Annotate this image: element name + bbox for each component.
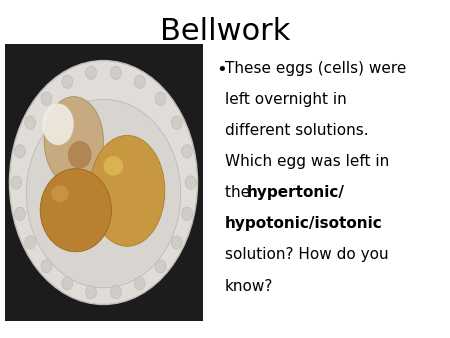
Ellipse shape	[182, 145, 193, 158]
Ellipse shape	[9, 61, 198, 305]
Ellipse shape	[41, 92, 52, 105]
Text: hypertonic/: hypertonic/	[247, 185, 345, 200]
Ellipse shape	[86, 66, 97, 79]
Text: •: •	[216, 61, 227, 79]
Text: These eggs (cells) were: These eggs (cells) were	[225, 61, 406, 76]
Text: solution? How do you: solution? How do you	[225, 247, 389, 262]
Ellipse shape	[171, 236, 182, 249]
Ellipse shape	[62, 75, 73, 88]
Ellipse shape	[26, 99, 181, 288]
Ellipse shape	[86, 286, 97, 299]
Text: Bellwork: Bellwork	[160, 17, 290, 46]
Ellipse shape	[51, 185, 69, 202]
Ellipse shape	[110, 66, 122, 79]
Text: hypotonic/isotonic: hypotonic/isotonic	[225, 216, 383, 231]
Ellipse shape	[11, 176, 22, 189]
Ellipse shape	[110, 286, 122, 299]
Ellipse shape	[44, 97, 104, 185]
Ellipse shape	[68, 141, 92, 169]
Ellipse shape	[25, 116, 36, 129]
Ellipse shape	[104, 156, 123, 176]
Text: different solutions.: different solutions.	[225, 123, 369, 138]
Ellipse shape	[14, 207, 25, 220]
Ellipse shape	[62, 277, 73, 290]
Ellipse shape	[14, 145, 25, 158]
Ellipse shape	[182, 207, 193, 220]
Text: Which egg was left in: Which egg was left in	[225, 154, 389, 169]
Ellipse shape	[171, 116, 182, 129]
Ellipse shape	[90, 136, 165, 246]
Text: know?: know?	[225, 279, 274, 293]
Ellipse shape	[134, 75, 145, 88]
Text: left overnight in: left overnight in	[225, 92, 347, 107]
FancyBboxPatch shape	[4, 44, 202, 321]
Ellipse shape	[155, 92, 166, 105]
Ellipse shape	[25, 236, 36, 249]
Text: the: the	[225, 185, 255, 200]
Ellipse shape	[155, 260, 166, 273]
Ellipse shape	[42, 103, 74, 145]
Ellipse shape	[134, 277, 145, 290]
Ellipse shape	[41, 260, 52, 273]
Ellipse shape	[40, 169, 112, 252]
Ellipse shape	[185, 176, 196, 189]
